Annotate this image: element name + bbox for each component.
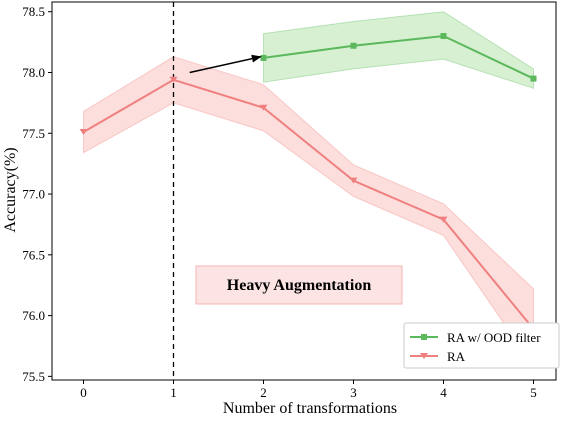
y-tick-label: 77.0 bbox=[22, 187, 45, 202]
annotation-label: Heavy Augmentation bbox=[227, 277, 372, 294]
data-point-ra bbox=[79, 129, 88, 136]
legend-marker-ood bbox=[421, 334, 427, 340]
confidence-band-ood-filter bbox=[263, 11, 534, 89]
data-point-ood-filter bbox=[530, 75, 537, 82]
x-tick-label: 4 bbox=[440, 385, 447, 400]
legend-box bbox=[403, 322, 560, 369]
x-tick-label: 0 bbox=[80, 385, 87, 400]
data-point-ra bbox=[259, 104, 268, 111]
y-tick-label: 76.0 bbox=[22, 308, 45, 323]
data-point-ood-filter bbox=[260, 54, 267, 61]
legend-marker-ra bbox=[420, 353, 428, 359]
y-tick-label: 77.5 bbox=[22, 126, 45, 141]
x-axis-label: Number of transformations bbox=[223, 400, 397, 416]
data-point-ra bbox=[439, 216, 448, 223]
x-tick-label: 5 bbox=[530, 385, 537, 400]
y-axis-label: Accuracy(%) bbox=[2, 147, 19, 232]
improvement-arrow bbox=[189, 54, 262, 74]
series-line-ood-filter bbox=[263, 35, 534, 80]
x-tick-label: 2 bbox=[260, 385, 267, 400]
x-tick-label: 3 bbox=[350, 385, 357, 400]
x-tick-label: 1 bbox=[170, 385, 177, 400]
legend-label-ood: RA w/ OOD filter bbox=[447, 330, 541, 345]
plot-frame bbox=[51, 1, 557, 381]
y-tick-label: 78.0 bbox=[22, 65, 45, 80]
annotation-box bbox=[195, 265, 403, 305]
series-line-ra bbox=[82, 78, 535, 330]
y-tick-label: 78.5 bbox=[22, 4, 45, 19]
y-tick-label: 76.5 bbox=[22, 247, 45, 262]
y-tick-label: 75.5 bbox=[22, 369, 45, 384]
confidence-band-ra bbox=[83, 56, 534, 369]
data-point-ra bbox=[169, 76, 178, 83]
legend-label-ra: RA bbox=[447, 349, 466, 364]
legend: RA w/ OOD filter RA bbox=[403, 322, 560, 369]
data-point-ood-filter bbox=[350, 42, 357, 49]
data-point-ra bbox=[349, 177, 358, 184]
data-point-ood-filter bbox=[440, 33, 447, 40]
